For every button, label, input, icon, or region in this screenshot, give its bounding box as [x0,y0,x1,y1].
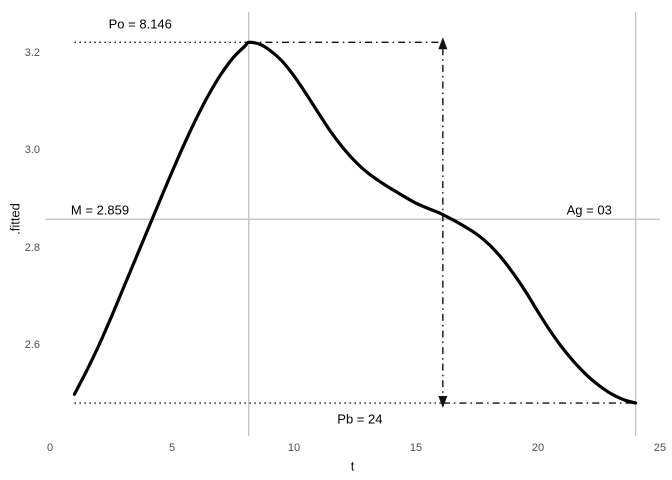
annotation-pb: Pb = 24 [337,411,383,427]
y-tick-label: 3.0 [24,144,40,156]
x-tick-label: 25 [653,442,667,454]
annotation-mean-m: M = 2.859 [70,202,130,218]
x-axis-title: t [350,458,355,474]
y-tick-label: 2.8 [24,241,40,254]
annotation-peak-po: Po = 8.146 [108,16,172,32]
y-tick-label: 3.2 [24,46,40,59]
annotation-ag: Ag = 03 [566,202,612,218]
y-axis-title: .fitted [7,202,23,235]
fitted-curve [72,40,638,405]
x-tick-label: 0 [46,442,54,454]
y-tick-label: 2.6 [24,339,40,351]
x-tick-label: 15 [409,442,423,454]
x-tick-label: 20 [531,442,545,454]
x-tick-label: 5 [168,442,176,454]
arrowhead-up-icon [438,37,448,50]
x-tick-label: 10 [287,442,301,454]
arrowhead-down-icon [438,396,448,409]
